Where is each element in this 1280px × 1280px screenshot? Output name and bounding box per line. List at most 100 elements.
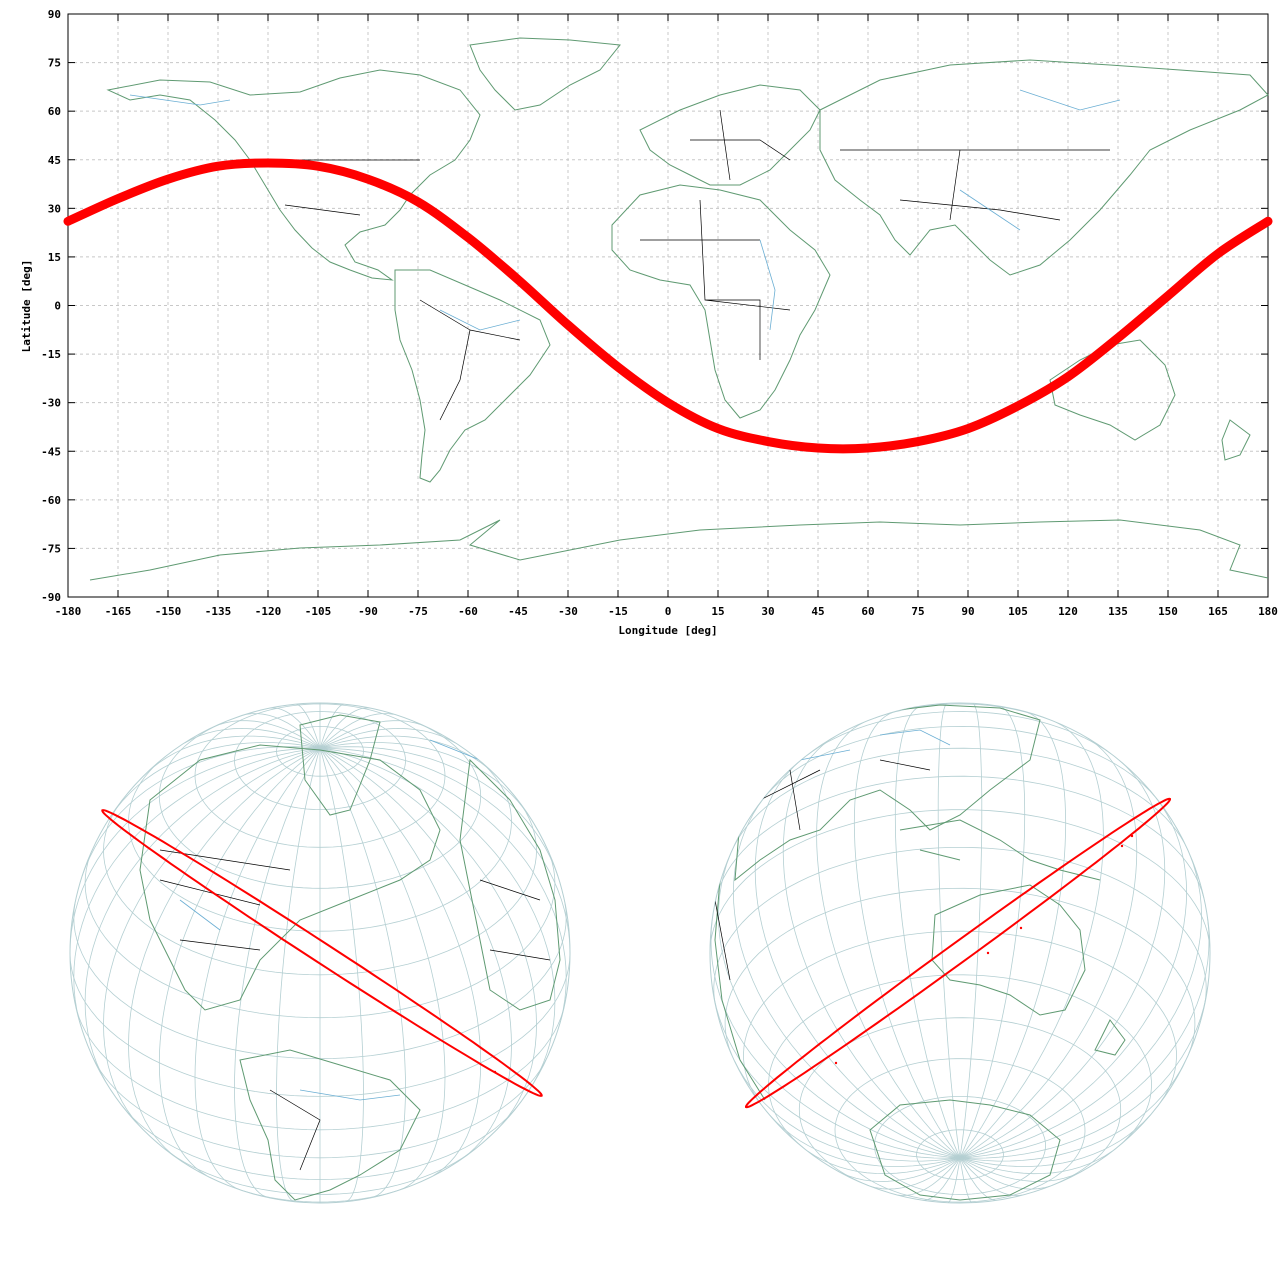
graticule-line (194, 747, 321, 1191)
graticule-line (959, 1115, 1151, 1167)
graticule-line (81, 746, 321, 877)
graticule-line (924, 1157, 961, 1201)
graticule-line (194, 703, 446, 848)
graticule-line (959, 736, 1138, 1159)
x-tick-label: -90 (358, 605, 378, 618)
x-axis: -180 -165 -150 -135 -120 -105 -90 -75 -60 -45 -30-… (55, 14, 1278, 618)
x-tick-label: 180 (1258, 605, 1278, 618)
y-tick-label: 60 (48, 105, 61, 118)
x-tick-label: -45 (508, 605, 528, 618)
graticule-line (724, 887, 1196, 1056)
x-tick-label: -165 (105, 605, 132, 618)
graticule-line (874, 1096, 1046, 1195)
rivers (179, 739, 481, 1101)
south-america-coast (394, 269, 551, 483)
graticule-line (103, 747, 321, 1125)
river (1019, 89, 1121, 111)
graticule-line (234, 747, 321, 1198)
graticule-line (834, 1058, 1086, 1203)
x-tick-label: -135 (205, 605, 232, 618)
y-tick-label: -90 (41, 591, 61, 604)
graticule-line (743, 930, 1177, 1105)
y-axis: 90 75 60 45 30 15 0 -15 -30 -45 -60 -75 -90 (41, 8, 1268, 604)
graticule-line (769, 1115, 961, 1167)
graticule-line (164, 1148, 476, 1195)
y-tick-label: -60 (41, 494, 61, 507)
x-tick-label: 135 (1108, 605, 1128, 618)
x-tick-label: -15 (608, 605, 628, 618)
graticule-line (319, 747, 406, 1198)
north-america-coast (139, 744, 441, 1011)
x-tick-label: -30 (558, 605, 578, 618)
x-tick-label: -105 (305, 605, 332, 618)
borders (159, 849, 551, 1171)
us-mexico-border (284, 204, 361, 216)
x-tick-label: 15 (711, 605, 724, 618)
x-tick-label: 165 (1208, 605, 1228, 618)
graticule-line (121, 1105, 519, 1181)
graticule-line (916, 1129, 1004, 1180)
europe-borders (690, 109, 791, 181)
x-tick-label: 0 (665, 605, 672, 618)
track-point (1130, 834, 1134, 838)
river (129, 94, 231, 106)
river (439, 309, 521, 331)
y-axis-title: Latitude [deg] (20, 260, 33, 353)
orbit-ground-track (63, 158, 1273, 454)
graticule-line (959, 1157, 996, 1201)
graticule-line (713, 997, 961, 1159)
track-point (834, 1061, 838, 1065)
graticule-line (319, 747, 567, 1020)
track-point (1019, 926, 1023, 930)
graticule-line (754, 759, 961, 1159)
graticule-line (158, 721, 482, 889)
globe-west (69, 702, 571, 1204)
antarctica-coast (89, 519, 1269, 581)
graticule-line (144, 735, 321, 775)
graticule-line (73, 747, 321, 1020)
globe-east-disk (709, 702, 1211, 1204)
map-panel: -180 -165 -150 -135 -120 -105 -90 -75 -60 -45 -30-… (20, 8, 1278, 637)
greenland-coast (299, 714, 381, 816)
x-tick-label: -60 (458, 605, 478, 618)
graticule-line (158, 747, 321, 1176)
graticule-line (184, 727, 321, 749)
graticule-line (103, 805, 537, 976)
graticule-line (959, 997, 1207, 1159)
borders (714, 759, 931, 981)
graticule-line (959, 1157, 973, 1203)
country-borders (250, 109, 1110, 421)
graticule-line (319, 747, 446, 1191)
graticule-line (710, 809, 1210, 951)
orbit-ring-east (745, 797, 1171, 1109)
y-tick-label: -30 (41, 397, 61, 410)
y-tick-label: 0 (54, 300, 61, 313)
new-zealand-coast (1221, 419, 1251, 461)
graticule-line (782, 736, 961, 1159)
south-america-borders (419, 299, 521, 421)
x-tick-label: 105 (1008, 605, 1028, 618)
graticule-line (70, 952, 570, 1097)
graticule-line (717, 775, 1205, 898)
africa-borders (640, 199, 791, 360)
graticule-line (128, 761, 512, 932)
graticule-line (959, 1157, 1051, 1190)
river (959, 189, 1021, 231)
graticule-line (276, 725, 364, 777)
graticule-line (319, 747, 537, 1125)
graticule-line (319, 727, 456, 749)
graticule-line (768, 974, 1152, 1148)
orbit-ring-west (101, 809, 543, 1097)
graticule-line (959, 711, 1067, 1159)
rivers (799, 729, 951, 761)
asia-borders (840, 149, 1110, 221)
graticule-line (234, 711, 406, 811)
x-tick-label: 45 (811, 605, 824, 618)
y-tick-label: -75 (41, 542, 61, 555)
graticule-line (959, 1157, 1079, 1182)
graticule-line (869, 1157, 961, 1190)
north-america-coast (106, 69, 481, 281)
track-point (493, 1070, 497, 1074)
asia-coast (819, 59, 1269, 276)
